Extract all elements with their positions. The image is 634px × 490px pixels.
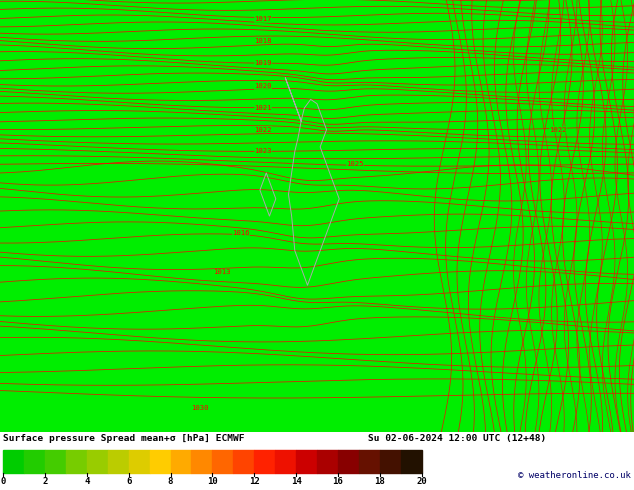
Text: Su 02-06-2024 12:00 UTC (12+48): Su 02-06-2024 12:00 UTC (12+48) — [368, 434, 546, 443]
Text: 20: 20 — [417, 477, 427, 486]
Bar — [338, 449, 359, 473]
Text: 10: 10 — [207, 477, 217, 486]
Bar — [275, 449, 296, 473]
Text: 2: 2 — [42, 477, 48, 486]
Text: 1021: 1021 — [254, 105, 272, 111]
Text: 1019: 1019 — [254, 60, 272, 66]
Bar — [3, 449, 24, 473]
Bar — [296, 449, 317, 473]
Text: 1018: 1018 — [254, 38, 272, 44]
Bar — [359, 449, 380, 473]
Text: 1030: 1030 — [191, 405, 209, 412]
Text: 18: 18 — [375, 477, 385, 486]
Text: 1022: 1022 — [254, 126, 272, 133]
Bar — [66, 449, 87, 473]
Bar — [254, 449, 275, 473]
Bar — [150, 449, 171, 473]
Text: 1025: 1025 — [346, 161, 364, 167]
Text: 1017: 1017 — [254, 17, 272, 23]
Text: 1016: 1016 — [232, 230, 250, 236]
Bar — [212, 449, 233, 473]
Text: Surface pressure Spread mean+σ [hPa] ECMWF: Surface pressure Spread mean+σ [hPa] ECM… — [3, 434, 245, 443]
Bar — [171, 449, 191, 473]
Bar — [0, 0, 190, 432]
Bar — [24, 449, 45, 473]
Text: 12: 12 — [249, 477, 259, 486]
Bar — [129, 449, 150, 473]
Bar — [380, 449, 401, 473]
Text: 1020: 1020 — [254, 83, 272, 90]
Bar — [317, 449, 338, 473]
Bar — [401, 449, 422, 473]
Bar — [87, 449, 108, 473]
Bar — [108, 449, 129, 473]
Bar — [45, 449, 66, 473]
Bar — [191, 449, 212, 473]
Text: 16: 16 — [333, 477, 343, 486]
Text: 1013: 1013 — [213, 270, 231, 275]
Text: 0: 0 — [1, 477, 6, 486]
Text: 1023: 1023 — [254, 148, 272, 154]
Text: 4: 4 — [84, 477, 89, 486]
Text: 14: 14 — [291, 477, 301, 486]
Text: 8: 8 — [168, 477, 173, 486]
Bar — [233, 449, 254, 473]
Text: 1022: 1022 — [549, 126, 567, 133]
Text: 6: 6 — [126, 477, 131, 486]
Text: © weatheronline.co.uk: © weatheronline.co.uk — [518, 471, 631, 480]
